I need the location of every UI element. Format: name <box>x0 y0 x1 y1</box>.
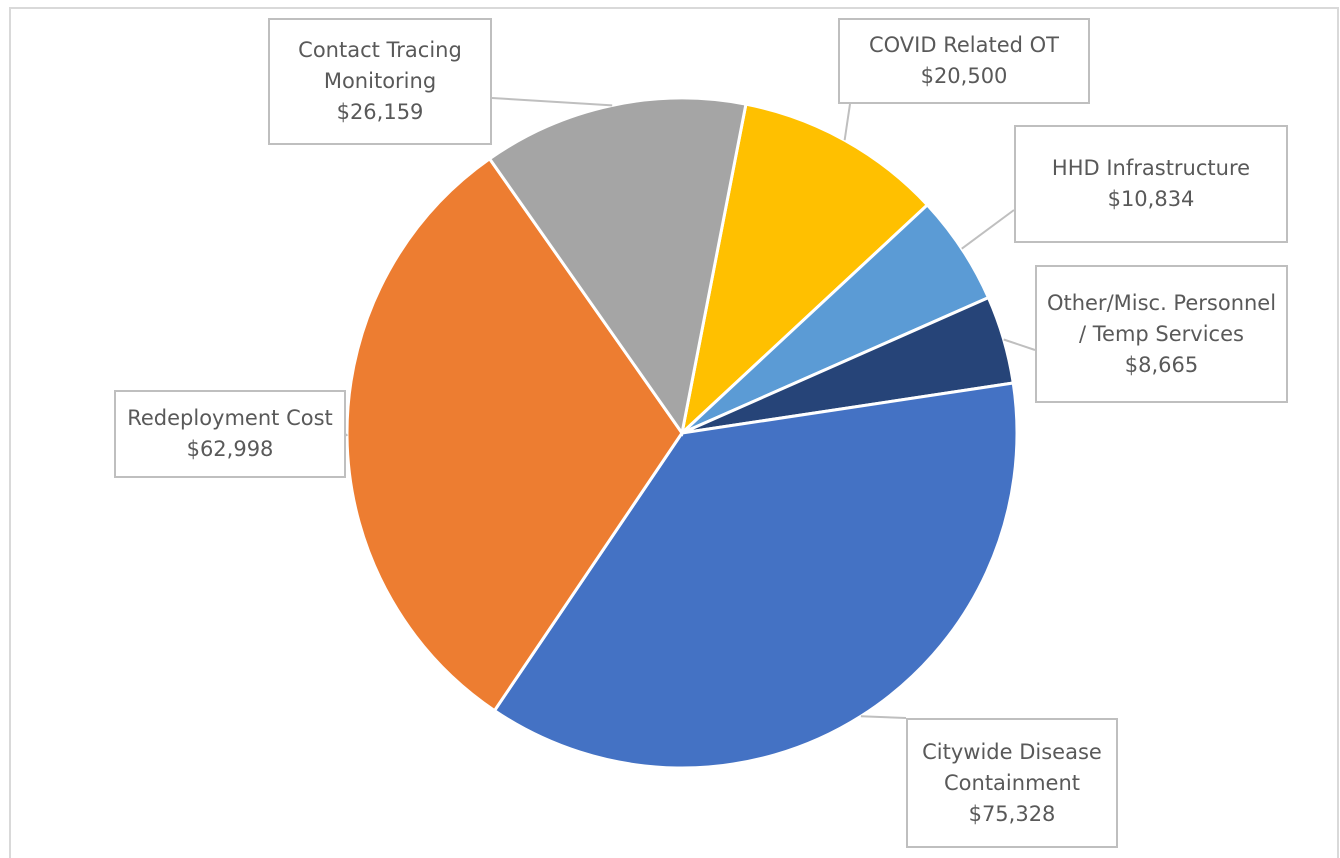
value-label: $26,159 <box>336 100 424 124</box>
pie-slice <box>487 96 748 437</box>
value-label: $20,500 <box>920 64 1008 88</box>
data-label-text: Citywide Disease Containment $75,328 <box>916 737 1108 830</box>
data-label-text: Contact Tracing Monitoring $26,159 <box>278 35 482 128</box>
leader-line <box>843 103 851 141</box>
pie-slice <box>679 102 930 438</box>
value-label: $75,328 <box>968 801 1056 826</box>
data-label: Redeployment Cost $62,998 <box>114 390 346 478</box>
data-label: HHD Infrastructure $10,834 <box>1014 125 1288 243</box>
leader-line <box>345 433 348 437</box>
data-label: Contact Tracing Monitoring $26,159 <box>268 18 492 145</box>
value-label: $8,665 <box>1124 352 1199 377</box>
data-label-text: HHD Infrastructure $10,834 <box>1024 153 1278 215</box>
data-label: Citywide Disease Containment $75,328 <box>906 718 1118 848</box>
category-label: Contact Tracing Monitoring <box>298 38 462 93</box>
data-label: COVID Related OT $20,500 <box>838 18 1090 104</box>
leader-line <box>491 97 613 107</box>
data-label-text: COVID Related OT $20,500 <box>848 30 1080 92</box>
leader-line <box>860 715 907 719</box>
category-label: Other/Misc. Personnel / Temp Services <box>1046 290 1277 346</box>
data-label-text: Redeployment Cost $62,998 <box>124 403 336 465</box>
leader-line <box>1003 338 1036 351</box>
value-label: $10,834 <box>1107 187 1195 211</box>
pie-slice <box>345 156 684 713</box>
chart-border <box>9 7 1339 858</box>
category-label: HHD Infrastructure <box>1051 156 1251 180</box>
leader-line <box>961 209 1015 250</box>
category-label: Citywide Disease Containment <box>922 739 1102 795</box>
value-label: $62,998 <box>186 437 274 461</box>
category-label: Redeployment Cost <box>127 406 333 430</box>
data-label: Other/Misc. Personnel / Temp Services $8… <box>1035 265 1288 403</box>
pie-slice <box>492 381 1019 770</box>
category-label: COVID Related OT <box>868 33 1059 57</box>
data-label-text: Other/Misc. Personnel / Temp Services $8… <box>1045 288 1278 381</box>
